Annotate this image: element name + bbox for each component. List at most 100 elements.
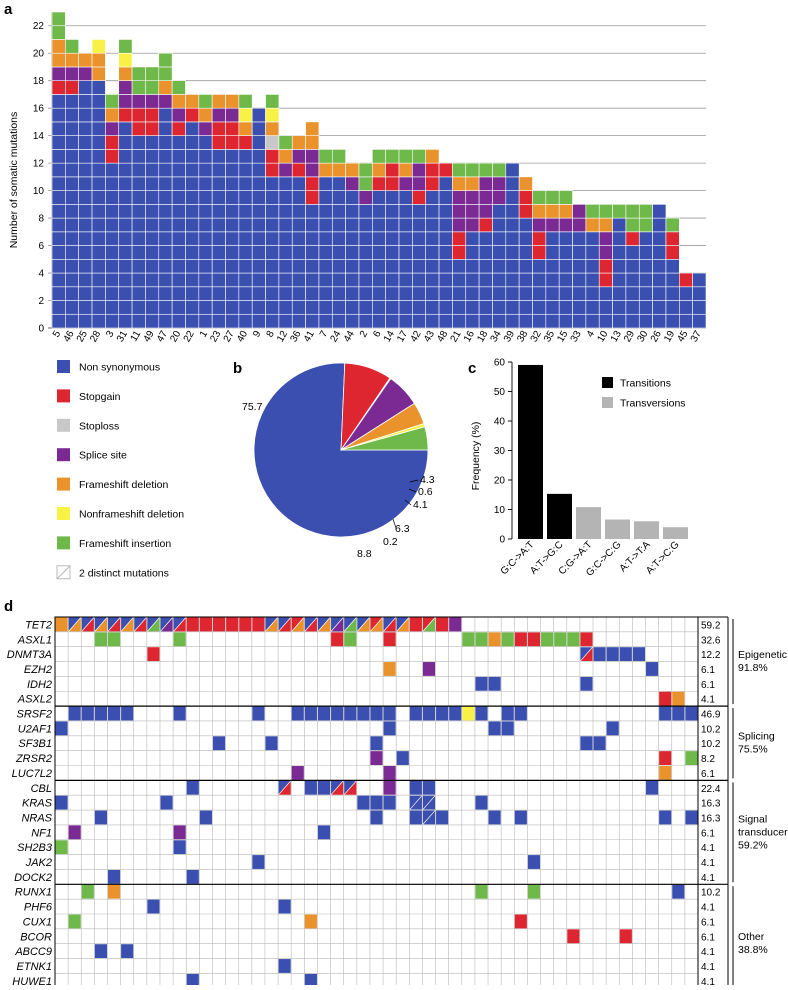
bar-segment-nonsyn [438,231,453,246]
bar-segment-nonsyn [625,300,640,315]
bar-segment-nonsyn [545,300,560,315]
bar-segment-nonsyn [265,300,280,315]
x-tick-label-a: 29 [622,329,637,345]
bar-segment-nonsyn [372,272,386,288]
bar-segment-nonsyn [652,286,667,301]
cell-nonsyn [488,676,501,691]
bar-segment-splice [171,107,186,123]
bar-segment-nonsyn [65,259,79,274]
bar-segment-splice [452,217,467,233]
bar-segment-nonsyn [505,300,520,315]
cell-diagonal [422,810,436,825]
bar-segment-nonsyn [291,286,306,301]
bar-segment-nonsyn [665,259,680,274]
cell-nonsyn [107,869,121,884]
bar-segment-fsdel [558,204,573,219]
bar-segment-nonsyn [145,300,160,315]
bar-segment-nonsyn [118,176,133,191]
cell-nonsyn [685,706,698,721]
bar-segment-nonsyn [412,259,427,274]
bar-segment-fsdel [585,217,600,233]
bar-segment-nonsyn [518,231,533,246]
legend-label-two: 2 distinct mutations [79,567,169,579]
cell-stopgain [186,617,199,632]
cell-nonsyn [278,899,291,914]
bar-segment-nonsyn [291,272,306,288]
bar-segment-nonsyn [425,272,440,288]
bar-segment-fsdel [171,94,186,109]
bar-segment-fsins [238,94,253,109]
bar-segment-nonsyn [238,149,253,164]
bar-segment-nonsyn [452,313,467,329]
x-tick-label-a: 21 [449,329,464,345]
bar-segment-fsdel [78,52,93,68]
bar-segment-nonsyn [612,286,627,301]
bar-segment-nonsyn [225,313,240,329]
bar-segment-nonsyn [492,286,507,301]
bar-segment-nonsyn [638,231,653,246]
bar-segment-nonsyn [171,245,186,260]
bar-segment-nonsyn [492,204,507,219]
gene-percentage: 4.1 [701,695,715,706]
bar-segment-nonsyn [572,231,587,246]
x-tick-label-a: 4 [585,329,598,340]
bar-segment-nonsyn [652,272,667,288]
gene-label: ABCC9 [14,946,52,958]
bar-segment-nonsyn [452,300,467,315]
legend-swatch-stopgain [57,389,70,403]
bar-segment-splice [492,176,507,191]
legend-label-stopgain: Stopgain [79,391,121,403]
bar-segment-fsdel [198,107,213,123]
cell-nonsyn [173,706,186,721]
bar-segment-fsins [118,39,133,54]
mutation-type-legend: Non synonymous Stopgain Stoploss Splice sit… [56,360,184,579]
x-tick-label-a: 2 [358,329,371,340]
bar-segment-nonsyn [465,245,480,260]
bar-segment-nonsyn [612,313,627,329]
bar-segment-nonsyn [78,245,93,260]
bar-segment-nonsyn [692,272,707,288]
bar-segment-nonsyn [372,286,386,301]
bar-segment-stopgain [518,190,533,205]
cell-nonsyn [488,810,501,825]
bar-segment-nonsyn [91,107,106,123]
bar-segment-nonsyn [131,272,146,288]
cell-fsins [81,884,94,899]
bar-segment-nonsyn [585,259,600,274]
bar-segment-nonsyn [198,217,213,233]
bar-segment-nonsyn [251,313,266,329]
bar-segment-nonsyn [505,190,520,205]
bar-segment-nonsyn [131,149,146,164]
bar-segment-nonsyn [185,135,200,150]
bar-segment-nonsyn [318,176,333,191]
bar-segment-fsdel [51,52,66,68]
y-tick-label-a: 8 [38,214,44,225]
group-label: 75.5% [738,744,768,756]
cell-nonsyn [632,647,646,662]
group-label: 38.8% [738,944,768,956]
cell-nonsyn [527,855,541,869]
cell-nonsyn [659,810,672,825]
bar-segment-nonsyn [358,259,373,274]
cell-fsdel [659,766,672,780]
bar-segment-fsdel [238,121,253,136]
bar-segment-nonsyn [171,190,186,205]
bar-grey [576,507,601,539]
bar-segment-nonsyn [438,272,453,288]
cell-diagonal [278,617,291,632]
bar-segment-splice [572,204,587,219]
cell-diagonal [317,617,331,632]
bar-segment-nonsyn [532,300,547,315]
gene-label: ASXL2 [17,694,52,706]
bar-segment-fsdel [465,176,480,191]
bar-segment-stopgain [291,162,306,178]
bar-segment-nonsyn [612,259,627,274]
bar-segment-nonsyn [505,217,520,233]
cell-diagonal [422,617,436,632]
y-tick-label-a: 14 [33,131,45,142]
x-tick-label-a: 6 [371,329,384,340]
bar-segment-nonsyn [452,272,467,288]
cell-nonsyn [646,662,659,676]
bar-segment-nonsyn [65,121,79,136]
